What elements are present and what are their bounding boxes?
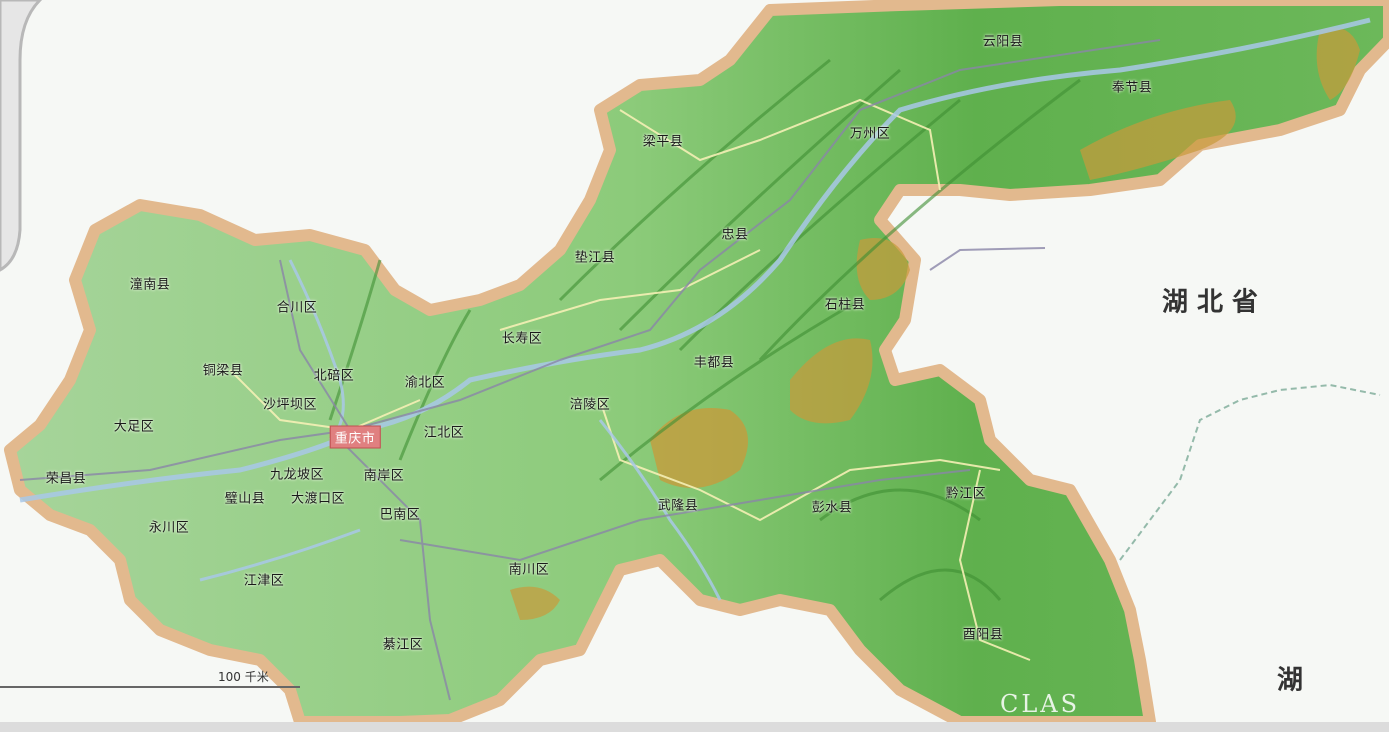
district-label-bishan: 璧山县 xyxy=(224,491,266,507)
district-label-wanzhou: 万州区 xyxy=(849,126,891,142)
yangtze-river xyxy=(19,17,1371,503)
district-label-qijiang: 綦江区 xyxy=(382,637,424,653)
district-label-fuling: 涪陵区 xyxy=(569,397,611,413)
province-label-hunan: 湖 xyxy=(1276,665,1304,696)
district-label-youyang: 酉阳县 xyxy=(962,627,1004,643)
district-label-shizhu: 石柱县 xyxy=(824,297,866,313)
neighbor-region xyxy=(0,0,43,272)
district-label-yubei: 渝北区 xyxy=(404,375,446,391)
province-boundary xyxy=(1119,383,1381,561)
district-label-jiangjin: 江津区 xyxy=(243,573,285,589)
district-label-qianjiang: 黔江区 xyxy=(945,486,987,502)
district-label-zhongxian: 忠县 xyxy=(721,227,749,243)
watermark-logo: CLAS xyxy=(1000,690,1081,718)
district-label-tongnan: 潼南县 xyxy=(129,277,171,293)
district-label-nanchuan: 南川区 xyxy=(508,562,550,578)
district-label-yunyang: 云阳县 xyxy=(982,34,1024,50)
district-label-fengjie: 奉节县 xyxy=(1111,80,1153,96)
district-label-jiangbei: 江北区 xyxy=(423,425,465,441)
district-label-jiulongpo: 九龙坡区 xyxy=(269,467,325,483)
district-label-changshou: 长寿区 xyxy=(501,331,543,347)
district-label-fengdu: 丰都县 xyxy=(693,355,735,371)
district-label-liangping: 梁平县 xyxy=(642,134,684,150)
district-label-dadukou: 大渡口区 xyxy=(290,491,346,507)
chongqing-landmass xyxy=(4,0,1389,728)
district-label-nanan: 南岸区 xyxy=(363,468,405,484)
district-label-dazu: 大足区 xyxy=(113,419,155,435)
district-label-rongchang: 荣昌县 xyxy=(45,471,87,487)
bottom-bar xyxy=(0,722,1389,732)
district-label-hechuan: 合川区 xyxy=(276,300,318,316)
district-label-dianjiang: 垫江县 xyxy=(574,250,616,266)
district-label-wulong: 武隆县 xyxy=(657,498,699,514)
district-label-chongqing: 重庆市 xyxy=(329,425,381,449)
district-label-pengshui: 彭水县 xyxy=(811,500,853,516)
district-label-tongliang: 铜梁县 xyxy=(202,363,244,379)
scale-label: 100 千米 xyxy=(218,670,269,684)
district-label-banan: 巴南区 xyxy=(379,507,421,523)
district-label-shapingba: 沙坪坝区 xyxy=(262,397,318,413)
province-label-hubei: 湖 北 省 xyxy=(1161,287,1259,318)
district-label-beibei: 北碚区 xyxy=(313,368,355,384)
district-label-yongchuan: 永川区 xyxy=(148,520,190,536)
